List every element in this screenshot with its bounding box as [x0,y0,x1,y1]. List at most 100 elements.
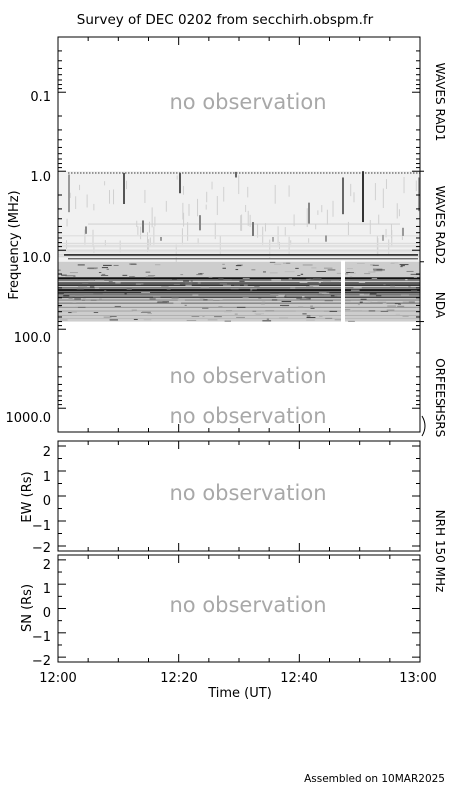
nda-texture [394,303,400,305]
rad2-texture [84,229,86,245]
nda-texture [278,294,285,296]
nda-texture [255,314,262,316]
nda-emission-band [58,287,420,289]
rad2-edge-dot [416,172,418,174]
rad2-edge-dot [281,172,283,174]
rad2-texture [347,221,349,236]
rad2-edge-dot [194,172,196,174]
nda-texture [143,319,152,321]
nda-texture [269,272,278,274]
nda-texture [166,288,171,290]
rad2-texture [214,222,216,240]
spectrogram-ticks [57,36,426,437]
nda-emission-band [58,282,420,284]
nda-texture [126,288,132,290]
rad2-texture [148,239,150,251]
nda-texture [343,309,351,311]
nda-texture [318,292,327,294]
y-tick-label: 0 [43,494,51,509]
nda-texture [133,311,143,313]
radio-burst [252,222,254,236]
nda-texture [318,282,321,284]
nda-texture [109,319,118,321]
nda-texture [177,299,185,301]
rad2-texture [137,226,139,235]
y-tick-label: 2 [43,558,51,573]
nda-emission-band [58,299,420,301]
nda-texture [356,262,365,264]
nda-texture [93,293,103,295]
nda-texture [185,284,192,286]
rad2-texture [315,224,317,230]
rad2-edge-dot [86,172,88,174]
rad2-texture [197,238,199,245]
nda-texture [380,310,389,312]
nda-texture [161,285,169,287]
nda-texture [106,268,109,270]
nda-emission-band [58,294,420,296]
rad2-edge-dot [302,172,304,174]
nda-texture [327,269,336,271]
rad2-edge-dot [164,172,166,174]
nda-texture [154,264,161,266]
rad2-texture [66,240,68,249]
nda-texture [59,319,68,321]
nda-texture [361,302,366,304]
rad2-edge-dot [344,172,346,174]
rad2-edge-dot [242,172,244,174]
nda-texture [208,276,213,278]
nda-texture [263,271,266,273]
rad2-texture [205,204,207,210]
rad2-edge-dot [266,172,268,174]
nda-texture [370,302,380,304]
nda-emission-band [58,302,420,304]
nda-emission-band [58,317,420,319]
ew-axis-label: EW (Rs) [20,471,35,522]
nda-texture [145,276,154,278]
rad2-texture [326,209,328,225]
assembled-footer: Assembled on 10MAR2025 [304,773,445,785]
nda-texture [281,305,289,307]
nda-texture [375,295,382,297]
nda-texture [261,303,265,305]
rad2-texture [306,208,308,227]
nda-texture [408,286,411,288]
nda-texture [82,298,86,300]
nda-texture [149,298,156,300]
nda-texture [129,276,135,278]
rad2-texture [223,186,225,202]
rad2-edge-dot [365,172,367,174]
nda-texture [99,298,102,300]
nda-texture [75,305,85,307]
rad2-edge-dot [191,172,193,174]
rad2-texture [66,218,68,227]
nda-texture [316,271,326,273]
nda-texture [276,296,285,298]
nda-texture [302,296,305,298]
nda-texture [400,265,405,267]
nda-texture [58,305,62,307]
rad2-edge-dot [221,172,223,174]
rad2-edge-dot [359,172,361,174]
nda-emission-band [58,314,420,316]
nda-texture [330,280,339,282]
rad2-edge-dot [296,172,298,174]
nda-texture [350,272,356,274]
nda-texture [213,299,220,301]
rad2-texture [382,188,384,208]
nda-texture [309,278,315,280]
rad2-edge-dot [92,172,94,174]
nda-texture [310,307,315,309]
rad2-edge-dot [206,172,208,174]
rad2-texture [92,229,94,247]
nda-texture [213,299,223,301]
no-observation-sn: no observation [169,593,326,617]
rad2-edge-dot [308,172,310,174]
nda-texture [124,293,127,295]
nda-texture [274,263,282,265]
nda-texture [250,288,257,290]
rad2-edge-dot [323,172,325,174]
rad2-texture [176,175,178,180]
rad2-edge-dot [392,172,394,174]
x-tick-label: 12:20 [160,671,197,686]
